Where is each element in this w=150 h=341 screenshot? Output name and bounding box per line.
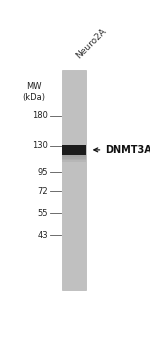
Bar bbox=[62, 155, 86, 157]
Bar bbox=[62, 159, 86, 160]
Text: MW
(kDa): MW (kDa) bbox=[22, 83, 45, 102]
Text: 55: 55 bbox=[37, 209, 48, 218]
Text: 95: 95 bbox=[37, 168, 48, 177]
Bar bbox=[62, 157, 86, 159]
Bar bbox=[62, 70, 86, 290]
Text: 43: 43 bbox=[37, 231, 48, 240]
Text: 180: 180 bbox=[32, 111, 48, 120]
Text: 72: 72 bbox=[37, 187, 48, 196]
Bar bbox=[62, 160, 86, 162]
Text: Neuro2A: Neuro2A bbox=[74, 27, 108, 61]
Text: DNMT3A: DNMT3A bbox=[105, 145, 150, 155]
Bar bbox=[62, 145, 86, 155]
Text: 130: 130 bbox=[32, 142, 48, 150]
